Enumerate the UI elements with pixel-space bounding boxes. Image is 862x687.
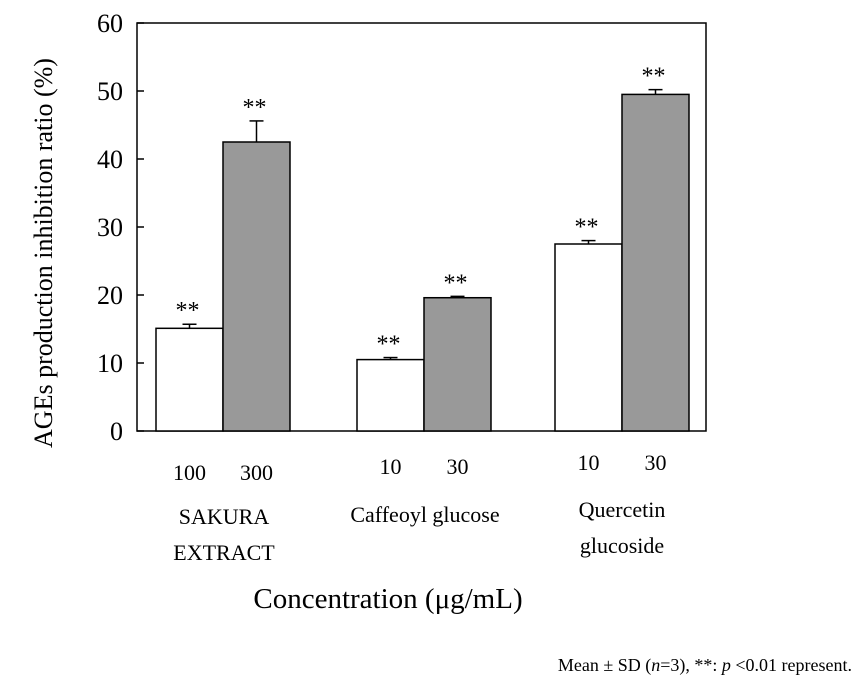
y-tick-label: 50 [97, 77, 123, 106]
chart-labels: AGEs production inhibition ratio (%) ** 10… [29, 58, 667, 615]
chart-bars [155, 88, 690, 432]
significance-marker: ** [642, 64, 666, 90]
bar [222, 141, 291, 432]
group-label: SAKURA [179, 504, 270, 529]
bar [554, 243, 623, 432]
y-tick-label: 60 [97, 9, 123, 38]
bar [423, 296, 492, 432]
bar [155, 327, 224, 432]
concentration-label: 30 [645, 450, 667, 475]
significance-marker: ** [377, 332, 401, 358]
bar [621, 93, 690, 432]
significance-marker: ** [575, 215, 599, 241]
y-tick-label: 20 [97, 281, 123, 310]
concentration-label: 10 [578, 450, 600, 475]
concentration-label: 10 [380, 454, 402, 479]
group-label: Quercetin [579, 497, 666, 522]
concentration-label: 300 [240, 460, 273, 485]
group-label: Caffeoyl glucose [350, 502, 499, 527]
y-tick-label: 30 [97, 213, 123, 242]
significance-marker: ** [444, 270, 468, 296]
y-axis-title: AGEs production inhibition ratio (%) [29, 58, 58, 448]
concentration-label: 100 [173, 460, 206, 485]
significance-marker: ** [243, 95, 267, 121]
significance-marker: ** [176, 298, 200, 324]
x-axis-title: Concentration (μg/mL) [253, 583, 522, 615]
group-label: glucoside [580, 533, 664, 558]
y-tick-label: 10 [97, 349, 123, 378]
bar [356, 358, 425, 432]
figure-caption: Mean ± SD (n=3), **: p <0.01 represent. [557, 655, 852, 675]
concentration-label: 30 [447, 454, 469, 479]
group-label: EXTRACT [173, 540, 275, 565]
y-tick-label: 0 [110, 417, 123, 446]
y-tick-label: 40 [97, 145, 123, 174]
